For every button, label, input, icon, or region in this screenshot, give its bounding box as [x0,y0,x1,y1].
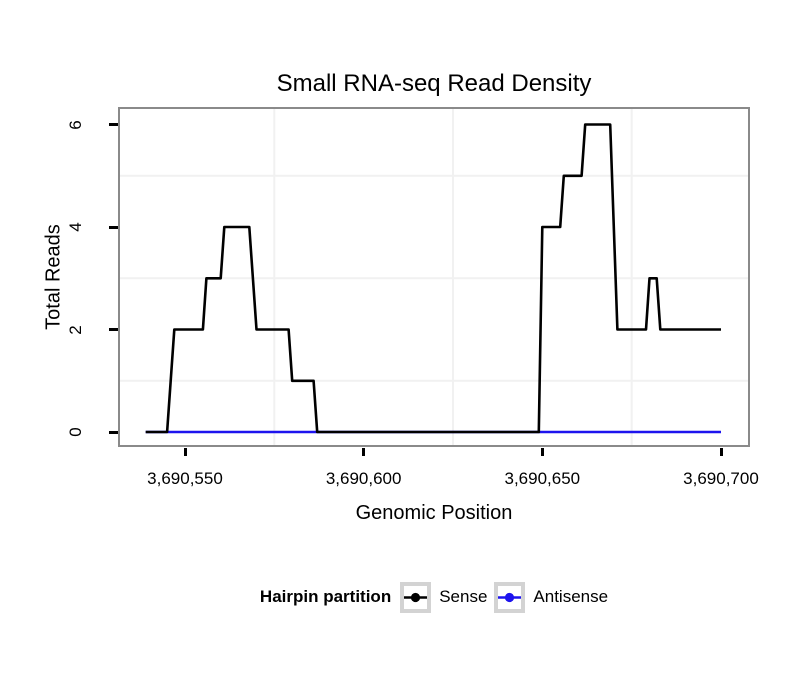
x-tick [719,448,723,456]
x-tick-label: 3,690,550 [147,469,223,488]
legend-title: Hairpin partition [259,587,392,606]
series-line-sense [145,123,721,434]
legend: Hairpin partition Sense Antisense [118,579,750,615]
panel-border [118,107,750,447]
legend-label-antisense: Antisense [533,587,609,606]
x-tick [362,448,366,456]
y-tick [109,328,118,331]
legend-key-antisense-icon [494,581,526,613]
legend-key-sense-icon [400,581,432,613]
chart-title: Small RNA-seq Read Density [276,70,592,97]
y-tick [109,430,118,434]
legend-item-antisense: Antisense [494,581,609,613]
x-axis-title: Genomic Position [355,502,513,524]
x-tick-label: 3,690,600 [325,469,402,488]
legend-item-sense: Sense [400,581,488,613]
y-tick [109,225,118,229]
legend-items: Sense Antisense [400,581,609,613]
plot-panel [118,107,750,447]
x-tick-label: 3,690,700 [683,469,759,488]
x-tick [540,448,544,456]
x-tick [183,448,187,456]
legend-label-sense: Sense [439,587,488,606]
y-tick [109,123,118,126]
x-tick-label: 3,690,650 [504,469,581,488]
